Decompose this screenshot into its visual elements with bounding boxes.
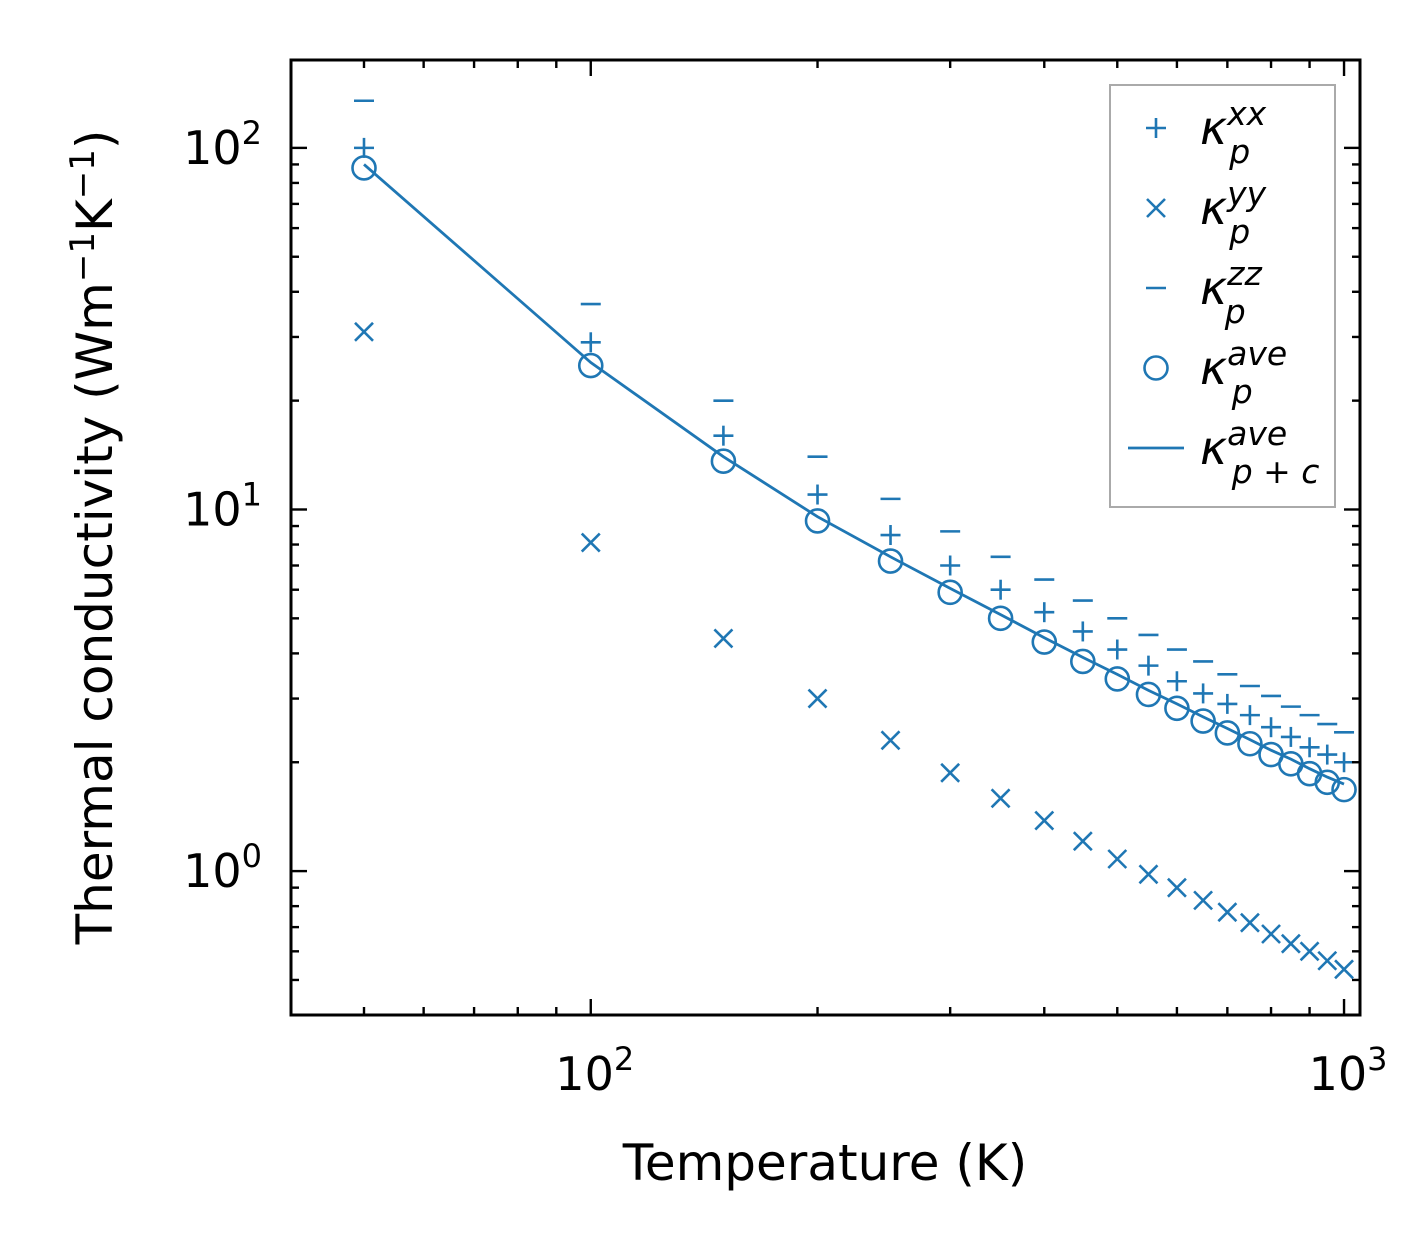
y-tick-label-10: 101 xyxy=(183,475,262,536)
legend-superscript: ave xyxy=(1227,414,1287,453)
data-point-xx-600 xyxy=(1167,671,1187,691)
x-tick-label-100-exponent: 2 xyxy=(614,1040,634,1078)
legend-kappa: κ xyxy=(1200,421,1227,475)
data-point-yy-250 xyxy=(882,731,900,749)
data-point-ave-100 xyxy=(579,354,602,377)
data-point-xx-300 xyxy=(940,556,960,576)
data-point-yy-700 xyxy=(1218,903,1236,921)
data-point-xx-350 xyxy=(991,580,1011,600)
legend-superscript: yy xyxy=(1226,174,1267,213)
legend-subscript: p + c xyxy=(1231,452,1320,491)
legend-kappa: κ xyxy=(1200,261,1227,315)
data-point-yy-1000 xyxy=(1335,960,1353,978)
y-tick-label-1-exponent: 0 xyxy=(242,837,262,875)
data-point-xx-500 xyxy=(1107,640,1127,660)
data-point-yy-300 xyxy=(941,764,959,782)
data-point-xx-750 xyxy=(1240,705,1260,725)
y-axis-label-main: Thermal conductivity (Wm xyxy=(66,282,124,945)
data-point-yy-350 xyxy=(992,789,1010,807)
x-tick-label-100-base: 10 xyxy=(555,1047,614,1101)
data-point-yy-400 xyxy=(1035,812,1053,830)
y-axis-label-sup2: −1 xyxy=(63,149,103,199)
x-tick-label-1000: 103 xyxy=(1309,1040,1388,1101)
data-point-yy-750 xyxy=(1241,914,1259,932)
y-axis-label-mid: K xyxy=(66,198,124,232)
data-point-yy-900 xyxy=(1301,942,1319,960)
data-point-xx-200 xyxy=(808,485,828,505)
data-point-yy-500 xyxy=(1108,850,1126,868)
y-tick-label-1-base: 10 xyxy=(183,844,242,898)
data-point-xx-250 xyxy=(881,525,901,545)
legend-superscript: xx xyxy=(1226,94,1267,133)
data-point-xx-550 xyxy=(1138,656,1158,676)
data-point-xx-850 xyxy=(1281,727,1301,747)
x-axis-label: Temperature (K) xyxy=(622,1134,1027,1192)
data-point-xx-450 xyxy=(1073,621,1093,641)
data-point-yy-850 xyxy=(1282,935,1300,953)
data-point-yy-800 xyxy=(1262,925,1280,943)
legend-subscript: p xyxy=(1231,372,1253,411)
legend-kappa: κ xyxy=(1200,101,1227,155)
data-point-xx-50 xyxy=(354,138,374,158)
y-tick-label-100-exponent: 2 xyxy=(242,114,262,152)
thermal-conductivity-chart: 102 103100101102 Temperature (K) Thermal … xyxy=(0,0,1421,1254)
y-tick-label-10-exponent: 1 xyxy=(242,475,262,513)
y-axis-label: Thermal conductivity (Wm−1K−1) xyxy=(63,130,124,946)
x-tick-label-1000-base: 10 xyxy=(1309,1047,1368,1101)
data-point-yy-550 xyxy=(1139,865,1157,883)
y-tick-label-1: 100 xyxy=(183,837,262,898)
x-tick-label-100: 102 xyxy=(555,1040,634,1101)
data-point-xx-700 xyxy=(1217,694,1237,714)
legend-kappa: κ xyxy=(1200,341,1227,395)
legend-subscript: p xyxy=(1228,212,1250,251)
data-point-ave-50 xyxy=(353,156,376,179)
legend-subscript: p xyxy=(1224,292,1246,331)
y-tick-label-100: 102 xyxy=(183,114,262,175)
data-point-yy-450 xyxy=(1074,832,1092,850)
legend-kappa: κ xyxy=(1200,181,1227,235)
legend-subscript: p xyxy=(1228,132,1250,171)
y-tick-label-100-base: 10 xyxy=(183,121,242,175)
data-point-yy-100 xyxy=(582,534,600,552)
x-tick-label-1000-exponent: 3 xyxy=(1367,1040,1387,1078)
data-point-xx-400 xyxy=(1034,602,1054,622)
data-point-yy-150 xyxy=(714,629,732,647)
y-axis-label-end: ) xyxy=(66,130,124,150)
data-point-xx-100 xyxy=(581,332,601,352)
data-point-xx-900 xyxy=(1300,737,1320,757)
data-point-yy-650 xyxy=(1194,891,1212,909)
data-point-xx-650 xyxy=(1193,683,1213,703)
legend-superscript: zz xyxy=(1226,254,1262,293)
data-point-yy-600 xyxy=(1168,879,1186,897)
data-point-yy-200 xyxy=(809,690,827,708)
legend-superscript: ave xyxy=(1227,334,1287,373)
y-tick-label-10-base: 10 xyxy=(183,482,242,536)
data-point-yy-950 xyxy=(1318,952,1336,970)
data-point-xx-150 xyxy=(713,426,733,446)
data-point-yy-50 xyxy=(355,323,373,341)
y-axis-label-sup1: −1 xyxy=(63,232,103,282)
data-point-xx-800 xyxy=(1261,717,1281,737)
